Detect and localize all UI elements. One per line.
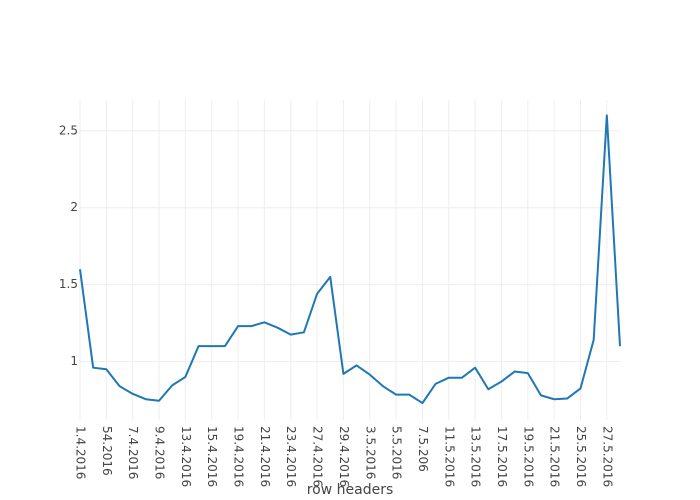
x-tick-label: 19.4.2016 (232, 426, 246, 487)
x-tick-label: 21.4.2016 (258, 426, 272, 487)
x-tick-label: 7.4.2016 (126, 426, 140, 479)
x-tick-label: 17.5.2016 (495, 426, 509, 487)
x-tick-label: 13.4.2016 (179, 426, 193, 487)
x-tick-label: 9.4.2016 (153, 426, 167, 479)
line (79, 114, 621, 405)
y-tick-label: 2.5 (59, 123, 78, 137)
x-tick-label: 13.5.2016 (469, 426, 483, 487)
x-axis-title: row headers (307, 482, 394, 498)
x-tick-label: 27.4.2016 (311, 426, 325, 487)
x-tick-label: 21.5.2016 (548, 426, 562, 487)
x-tick-label: 54.2016 (100, 426, 114, 476)
x-tick-label: 5.5.2016 (390, 426, 404, 479)
x-tick-label: 29.4.2016 (337, 426, 351, 487)
x-tick-label: 11.5.2016 (442, 426, 456, 487)
x-tick-label: 23.4.2016 (284, 426, 298, 487)
y-tick-label: 1 (70, 354, 78, 368)
x-tick-label: 7.5.206 (416, 426, 430, 472)
y-tick-label: 2 (70, 200, 78, 214)
y-tick-label: 1.5 (59, 277, 78, 291)
x-tick-label: 15.4.2016 (205, 426, 219, 487)
x-tick-label: 27.5.2016 (600, 426, 614, 487)
x-tick-label: 25.5.2016 (574, 426, 588, 487)
x-tick-label: 1.4.2016 (74, 426, 88, 479)
x-tick-label: 19.5.2016 (521, 426, 535, 487)
x-tick-label: 3.5.2016 (363, 426, 377, 479)
